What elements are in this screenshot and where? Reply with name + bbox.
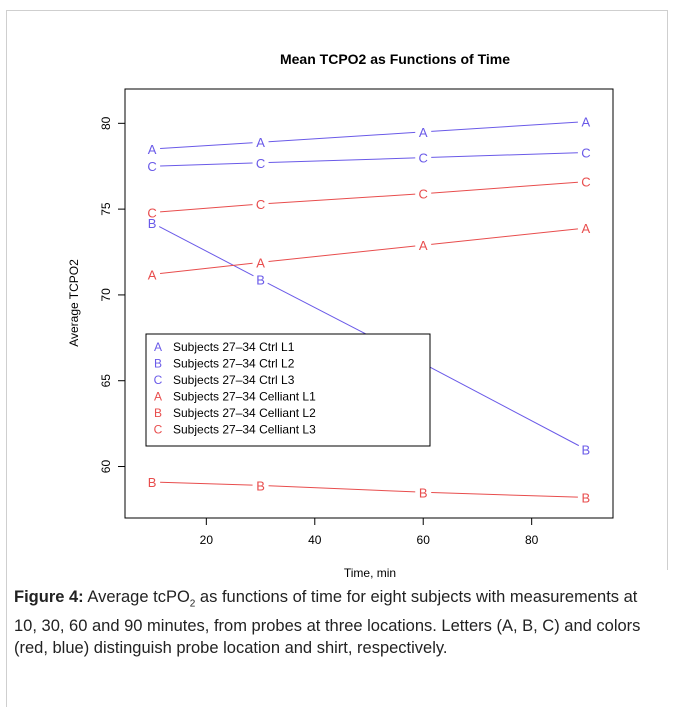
series-line-segment [431, 181, 578, 194]
legend-marker: B [154, 357, 162, 371]
caption-subscript: 2 [189, 598, 196, 610]
caption-label: Figure 4: [14, 588, 84, 606]
caption-text-end: as functions of time for eight subjects … [14, 588, 641, 658]
series-line-segment [268, 485, 416, 493]
caption-text-start: Average tcPO [83, 588, 190, 606]
series-5: B B B B [148, 475, 590, 505]
series-line-segment [268, 131, 416, 143]
data-point-marker: A [582, 221, 591, 236]
figure-caption: Figure 4: Average tcPO2 as functions of … [14, 586, 654, 659]
y-tick-label: 60 [99, 460, 113, 474]
y-axis: 60 65 70 75 80 [99, 116, 125, 473]
data-point-marker: C [419, 187, 428, 202]
series-line-segment [160, 162, 253, 167]
x-tick-label: 60 [417, 533, 431, 547]
legend: A Subjects 27–34 Ctrl L1 B Subjects 27–34 C… [145, 333, 431, 447]
data-point-marker: A [582, 115, 591, 130]
line-chart: Mean TCPO2 as Functions of Time 20 40 60 80… [67, 51, 614, 580]
series-line-segment [160, 204, 253, 213]
series-line-segment [160, 142, 253, 150]
series-line-segment [160, 481, 253, 486]
legend-entry-label: Subjects 27–34 Ctrl L2 [173, 357, 295, 371]
data-point-marker: A [148, 267, 157, 282]
legend-marker: A [154, 390, 162, 404]
x-tick-label: 20 [200, 533, 214, 547]
y-tick-label: 65 [99, 374, 113, 388]
data-point-marker: B [256, 478, 265, 493]
x-tick-label: 80 [525, 533, 539, 547]
legend-box [145, 333, 431, 447]
legend-entry-label: Subjects 27–34 Ctrl L3 [173, 373, 295, 387]
data-point-marker: C [581, 145, 590, 160]
legend-entry-label: Subjects 27–34 Celliant L1 [173, 390, 316, 404]
data-point-marker: B [148, 475, 157, 490]
data-point-marker: A [148, 142, 157, 157]
legend-entry-label: Subjects 27–34 Celliant L2 [173, 406, 316, 420]
series-line-segment [160, 262, 253, 274]
legend-marker: B [154, 406, 162, 420]
data-point-marker: A [419, 125, 428, 140]
series-line-segment [431, 228, 578, 245]
series-line-segment [268, 193, 416, 204]
x-axis: 20 40 60 80 [200, 518, 539, 547]
series-6: C C C C [147, 175, 590, 221]
y-axis-label: Average TCPO2 [67, 259, 81, 347]
data-point-marker: C [581, 175, 590, 190]
legend-marker: A [154, 340, 162, 354]
data-point-marker: A [419, 238, 428, 253]
series-line-segment [431, 492, 578, 498]
series-1: A A A A [148, 115, 591, 157]
data-point-marker: C [147, 159, 156, 174]
y-tick-label: 70 [99, 288, 113, 302]
series-line-segment [430, 366, 580, 447]
legend-marker: C [154, 423, 163, 437]
series-line-segment [431, 152, 578, 158]
legend-entry-label: Subjects 27–34 Celliant L3 [173, 423, 316, 437]
data-point-marker: A [256, 255, 265, 270]
legend-marker: C [154, 373, 163, 387]
chart-title: Mean TCPO2 as Functions of Time [280, 51, 510, 67]
series-layer: AAAABBBBCCCCAAAABBBBCCCC [147, 115, 590, 506]
series-line-segment [268, 245, 416, 262]
caption-frame [6, 570, 668, 707]
data-point-marker: A [256, 135, 265, 150]
data-point-marker: C [147, 206, 156, 221]
x-axis-label: Time, min [344, 566, 396, 580]
data-point-marker: C [256, 156, 265, 171]
data-point-marker: B [582, 442, 591, 457]
x-tick-label: 40 [308, 533, 322, 547]
series-line-segment [268, 157, 416, 164]
data-point-marker: B [148, 216, 157, 231]
series-line-segment [158, 226, 254, 277]
series-line-segment [431, 121, 578, 132]
data-point-marker: B [256, 272, 265, 287]
y-tick-label: 80 [99, 116, 113, 130]
data-point-marker: B [419, 485, 428, 500]
y-tick-label: 75 [99, 202, 113, 216]
series-4: A A A A [148, 221, 591, 282]
legend-entry-label: Subjects 27–34 Ctrl L1 [173, 340, 295, 354]
plot-area [124, 88, 614, 519]
data-point-marker: C [419, 151, 428, 166]
figure-frame [6, 10, 668, 570]
data-point-marker: B [582, 490, 591, 505]
data-point-marker: C [256, 197, 265, 212]
